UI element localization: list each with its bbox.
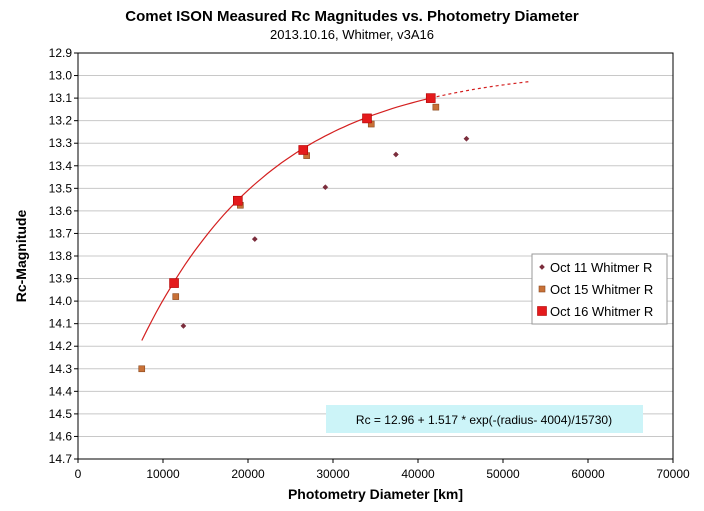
fit-curve-solid <box>141 97 431 341</box>
point-series-1 <box>251 236 258 243</box>
point-series-3 <box>298 145 309 155</box>
y-tick-label: 14.5 <box>49 407 73 421</box>
y-tick-label: 13.9 <box>49 272 73 286</box>
equation-box: Rc = 12.96 + 1.517 * exp(-(radius- 4004)… <box>326 405 643 433</box>
fit-curve <box>141 81 529 341</box>
y-tick-label: 14.2 <box>49 339 73 353</box>
y-tick-label: 14.1 <box>49 317 73 331</box>
y-tick-label: 13.4 <box>49 159 73 173</box>
chart-subtitle: 2013.10.16, Whitmer, v3A16 <box>269 27 435 42</box>
point-series-1 <box>322 184 329 191</box>
equation-background <box>326 405 643 433</box>
point-series-3 <box>169 278 179 288</box>
point-series-3 <box>425 93 436 103</box>
point-series-3 <box>362 113 372 124</box>
legend-label: Oct 11 Whitmer R <box>550 260 652 275</box>
point-series-2 <box>138 365 146 373</box>
y-tick-label: 13.5 <box>49 181 73 195</box>
data-points <box>138 93 470 373</box>
y-tick-label: 14.4 <box>49 384 73 398</box>
chart-title: Comet ISON Measured Rc Magnitudes vs. Ph… <box>125 8 579 25</box>
y-tick-label: 12.9 <box>49 46 73 60</box>
point-series-2 <box>172 293 180 300</box>
legend-label: Oct 16 Whitmer R <box>550 304 653 319</box>
y-tick-label: 13.6 <box>49 204 73 218</box>
y-axis-ticks: 12.9 13.0 13.1 13.2 13.3 13.4 13.5 13.6 13.7 13.8… <box>49 46 78 466</box>
y-tick-label: 14.6 <box>49 429 73 443</box>
x-tick-label: 60000 <box>571 467 605 481</box>
y-tick-label: 14.0 <box>49 294 73 308</box>
legend-marker <box>538 285 546 293</box>
y-tick-label: 13.3 <box>49 136 73 150</box>
legend-marker <box>537 306 547 316</box>
equation-label: Rc = 12.96 + 1.517 * exp(-(radius- 4004)… <box>356 413 612 427</box>
point-series-1 <box>392 151 399 158</box>
x-tick-label: 0 <box>75 467 82 481</box>
legend-label: Oct 15 Whitmer R <box>550 282 653 297</box>
point-series-1 <box>180 322 187 329</box>
x-tick-label: 50000 <box>486 467 520 481</box>
legend: Oct 11 Whitmer R Oct 15 Whitmer R Oct 16 W… <box>531 253 668 325</box>
y-tick-label: 13.7 <box>49 226 73 240</box>
x-tick-label: 40000 <box>401 467 435 481</box>
x-tick-label: 70000 <box>656 467 690 481</box>
x-tick-label: 20000 <box>231 467 265 481</box>
y-tick-label: 14.7 <box>49 452 73 466</box>
y-tick-label: 13.8 <box>49 249 73 263</box>
y-tick-label: 13.2 <box>49 114 73 128</box>
x-tick-label: 30000 <box>316 467 350 481</box>
y-tick-label: 13.1 <box>49 91 73 105</box>
y-tick-label: 14.3 <box>49 362 73 376</box>
x-axis-ticks: 0 10000 20000 30000 40000 50000 60000 70000 <box>75 459 690 481</box>
y-tick-label: 13.0 <box>49 69 73 83</box>
fit-curve-extrapolated <box>430 81 529 99</box>
y-axis-title: Rc-Magnitude <box>13 210 29 303</box>
point-series-1 <box>463 135 470 142</box>
x-axis-title: Photometry Diameter [km] <box>288 486 463 502</box>
x-tick-label: 10000 <box>146 467 180 481</box>
point-series-3 <box>233 195 243 206</box>
point-series-2 <box>432 103 440 111</box>
legend-box <box>531 253 668 325</box>
legend-marker <box>539 264 545 270</box>
